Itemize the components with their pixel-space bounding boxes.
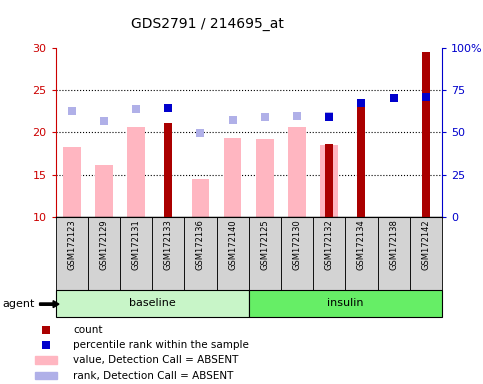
Bar xyxy=(325,144,333,217)
Bar xyxy=(216,217,249,290)
Bar xyxy=(249,217,281,290)
Text: GSM172136: GSM172136 xyxy=(196,219,205,270)
Text: GSM172123: GSM172123 xyxy=(67,219,76,270)
Text: GSM172129: GSM172129 xyxy=(99,219,108,270)
Text: insulin: insulin xyxy=(327,298,364,308)
Bar xyxy=(95,166,113,217)
Bar xyxy=(56,290,249,317)
Bar xyxy=(320,145,338,217)
Bar xyxy=(185,217,216,290)
Bar xyxy=(192,179,209,217)
Text: GSM172142: GSM172142 xyxy=(421,219,430,270)
Bar xyxy=(120,217,152,290)
Bar xyxy=(127,127,145,217)
Bar xyxy=(152,217,185,290)
Bar xyxy=(256,139,274,217)
Text: GDS2791 / 214695_at: GDS2791 / 214695_at xyxy=(131,17,284,31)
Text: percentile rank within the sample: percentile rank within the sample xyxy=(73,340,249,350)
Text: GSM172132: GSM172132 xyxy=(325,219,334,270)
Text: GSM172140: GSM172140 xyxy=(228,219,237,270)
Text: GSM172133: GSM172133 xyxy=(164,219,173,270)
Text: rank, Detection Call = ABSENT: rank, Detection Call = ABSENT xyxy=(73,371,233,381)
Text: baseline: baseline xyxy=(129,298,175,308)
Bar xyxy=(35,372,57,379)
Bar xyxy=(357,106,366,217)
Bar xyxy=(281,217,313,290)
Bar xyxy=(313,217,345,290)
Text: agent: agent xyxy=(2,299,35,309)
Text: count: count xyxy=(73,326,102,336)
Bar xyxy=(164,123,172,217)
Text: GSM172131: GSM172131 xyxy=(131,219,141,270)
Text: GSM172138: GSM172138 xyxy=(389,219,398,270)
Bar xyxy=(35,356,57,364)
Bar xyxy=(422,52,430,217)
Bar xyxy=(288,127,306,217)
Text: value, Detection Call = ABSENT: value, Detection Call = ABSENT xyxy=(73,355,239,365)
Bar xyxy=(88,217,120,290)
Bar xyxy=(378,217,410,290)
Text: GSM172134: GSM172134 xyxy=(357,219,366,270)
Bar xyxy=(224,137,242,217)
Text: GSM172125: GSM172125 xyxy=(260,219,270,270)
Bar xyxy=(410,217,442,290)
Text: GSM172130: GSM172130 xyxy=(293,219,301,270)
Bar xyxy=(249,290,442,317)
Bar xyxy=(63,147,81,217)
Bar xyxy=(56,217,88,290)
Bar xyxy=(345,217,378,290)
